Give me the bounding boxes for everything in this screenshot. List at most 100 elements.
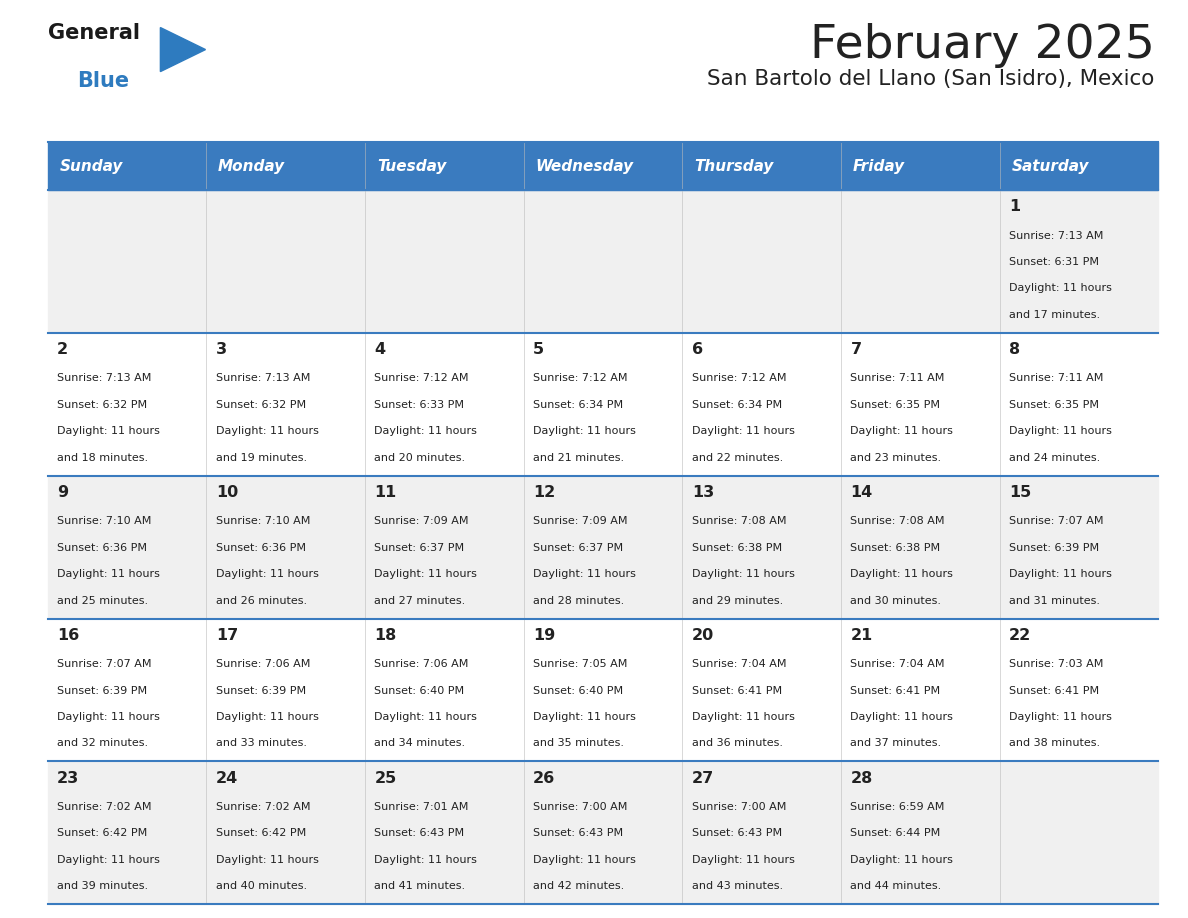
Text: 27: 27 (691, 770, 714, 786)
Text: Daylight: 11 hours: Daylight: 11 hours (691, 855, 795, 865)
Text: February 2025: February 2025 (810, 23, 1155, 68)
Text: Daylight: 11 hours: Daylight: 11 hours (57, 855, 160, 865)
Text: Daylight: 11 hours: Daylight: 11 hours (1009, 712, 1112, 722)
Text: Sunrise: 6:59 AM: Sunrise: 6:59 AM (851, 802, 944, 812)
Text: 21: 21 (851, 628, 873, 643)
Text: and 43 minutes.: and 43 minutes. (691, 881, 783, 891)
Text: Sunset: 6:42 PM: Sunset: 6:42 PM (216, 828, 307, 838)
Text: 15: 15 (1009, 485, 1031, 500)
Text: and 21 minutes.: and 21 minutes. (533, 453, 624, 463)
Text: Wednesday: Wednesday (536, 159, 633, 174)
Text: 3: 3 (216, 342, 227, 357)
Text: Sunrise: 7:07 AM: Sunrise: 7:07 AM (57, 659, 152, 669)
Text: Sunrise: 7:07 AM: Sunrise: 7:07 AM (1009, 516, 1104, 526)
Text: 6: 6 (691, 342, 703, 357)
Text: 4: 4 (374, 342, 386, 357)
Text: Sunrise: 7:02 AM: Sunrise: 7:02 AM (57, 802, 152, 812)
Text: Sunset: 6:38 PM: Sunset: 6:38 PM (691, 543, 782, 553)
Text: San Bartolo del Llano (San Isidro), Mexico: San Bartolo del Llano (San Isidro), Mexi… (707, 69, 1155, 89)
Text: 24: 24 (216, 770, 238, 786)
Text: Tuesday: Tuesday (377, 159, 447, 174)
Text: Sunrise: 7:00 AM: Sunrise: 7:00 AM (533, 802, 627, 812)
Text: Daylight: 11 hours: Daylight: 11 hours (216, 855, 318, 865)
Text: Monday: Monday (219, 159, 285, 174)
Text: 25: 25 (374, 770, 397, 786)
Text: Saturday: Saturday (1011, 159, 1089, 174)
Text: and 31 minutes.: and 31 minutes. (1009, 596, 1100, 606)
Text: Sunset: 6:33 PM: Sunset: 6:33 PM (374, 400, 465, 410)
Text: 5: 5 (533, 342, 544, 357)
Text: Daylight: 11 hours: Daylight: 11 hours (374, 855, 478, 865)
Text: Daylight: 11 hours: Daylight: 11 hours (691, 712, 795, 722)
Bar (48, 142, 1158, 190)
Text: Sunset: 6:41 PM: Sunset: 6:41 PM (851, 686, 941, 696)
Text: Sunset: 6:38 PM: Sunset: 6:38 PM (851, 543, 941, 553)
Text: Sunrise: 7:01 AM: Sunrise: 7:01 AM (374, 802, 469, 812)
Text: and 44 minutes.: and 44 minutes. (851, 881, 942, 891)
Text: Friday: Friday (853, 159, 905, 174)
Text: and 32 minutes.: and 32 minutes. (57, 738, 148, 748)
Text: Daylight: 11 hours: Daylight: 11 hours (57, 712, 160, 722)
Text: 20: 20 (691, 628, 714, 643)
Text: 28: 28 (851, 770, 873, 786)
Text: and 29 minutes.: and 29 minutes. (691, 596, 783, 606)
Text: 2: 2 (57, 342, 68, 357)
Text: Daylight: 11 hours: Daylight: 11 hours (216, 712, 318, 722)
Text: and 33 minutes.: and 33 minutes. (216, 738, 307, 748)
Bar (48, 619, 1158, 761)
Text: Thursday: Thursday (694, 159, 773, 174)
Bar (48, 761, 1158, 904)
Text: and 41 minutes.: and 41 minutes. (374, 881, 466, 891)
Text: Daylight: 11 hours: Daylight: 11 hours (533, 426, 636, 436)
Text: General: General (48, 23, 139, 43)
Text: Sunset: 6:43 PM: Sunset: 6:43 PM (691, 828, 782, 838)
Text: Sunset: 6:32 PM: Sunset: 6:32 PM (57, 400, 147, 410)
Text: 16: 16 (57, 628, 80, 643)
Text: Sunset: 6:40 PM: Sunset: 6:40 PM (374, 686, 465, 696)
Text: Daylight: 11 hours: Daylight: 11 hours (851, 855, 953, 865)
Text: Daylight: 11 hours: Daylight: 11 hours (851, 569, 953, 579)
Text: 12: 12 (533, 485, 555, 500)
Text: Sunrise: 7:00 AM: Sunrise: 7:00 AM (691, 802, 786, 812)
Text: Sunrise: 7:13 AM: Sunrise: 7:13 AM (1009, 230, 1104, 241)
Text: 8: 8 (1009, 342, 1020, 357)
Text: 13: 13 (691, 485, 714, 500)
Text: Sunrise: 7:13 AM: Sunrise: 7:13 AM (57, 374, 151, 384)
Text: 1: 1 (1009, 199, 1020, 214)
Text: Sunset: 6:31 PM: Sunset: 6:31 PM (1009, 257, 1099, 267)
Text: 23: 23 (57, 770, 80, 786)
Text: Sunrise: 7:05 AM: Sunrise: 7:05 AM (533, 659, 627, 669)
Text: and 18 minutes.: and 18 minutes. (57, 453, 148, 463)
Text: Sunset: 6:43 PM: Sunset: 6:43 PM (533, 828, 624, 838)
Text: Sunrise: 7:06 AM: Sunrise: 7:06 AM (216, 659, 310, 669)
Bar (48, 333, 1158, 476)
Text: Sunrise: 7:04 AM: Sunrise: 7:04 AM (851, 659, 944, 669)
Text: and 36 minutes.: and 36 minutes. (691, 738, 783, 748)
Text: Sunrise: 7:09 AM: Sunrise: 7:09 AM (533, 516, 627, 526)
Text: and 27 minutes.: and 27 minutes. (374, 596, 466, 606)
Text: Sunrise: 7:03 AM: Sunrise: 7:03 AM (1009, 659, 1104, 669)
Text: Sunrise: 7:12 AM: Sunrise: 7:12 AM (691, 374, 786, 384)
Text: 11: 11 (374, 485, 397, 500)
Text: Sunset: 6:36 PM: Sunset: 6:36 PM (57, 543, 147, 553)
Polygon shape (160, 28, 206, 72)
Text: and 39 minutes.: and 39 minutes. (57, 881, 148, 891)
Text: Daylight: 11 hours: Daylight: 11 hours (533, 712, 636, 722)
Text: Daylight: 11 hours: Daylight: 11 hours (851, 712, 953, 722)
Text: Sunrise: 7:08 AM: Sunrise: 7:08 AM (851, 516, 944, 526)
Text: Daylight: 11 hours: Daylight: 11 hours (57, 569, 160, 579)
Text: and 24 minutes.: and 24 minutes. (1009, 453, 1100, 463)
Text: Daylight: 11 hours: Daylight: 11 hours (374, 712, 478, 722)
Text: and 37 minutes.: and 37 minutes. (851, 738, 942, 748)
Text: Sunrise: 7:06 AM: Sunrise: 7:06 AM (374, 659, 469, 669)
Text: Daylight: 11 hours: Daylight: 11 hours (216, 569, 318, 579)
Text: Daylight: 11 hours: Daylight: 11 hours (533, 855, 636, 865)
Text: and 20 minutes.: and 20 minutes. (374, 453, 466, 463)
Text: Sunrise: 7:08 AM: Sunrise: 7:08 AM (691, 516, 786, 526)
Text: Sunrise: 7:09 AM: Sunrise: 7:09 AM (374, 516, 469, 526)
Text: 18: 18 (374, 628, 397, 643)
Text: Sunset: 6:37 PM: Sunset: 6:37 PM (374, 543, 465, 553)
Text: and 22 minutes.: and 22 minutes. (691, 453, 783, 463)
Text: Sunset: 6:34 PM: Sunset: 6:34 PM (691, 400, 782, 410)
Text: Sunset: 6:32 PM: Sunset: 6:32 PM (216, 400, 305, 410)
